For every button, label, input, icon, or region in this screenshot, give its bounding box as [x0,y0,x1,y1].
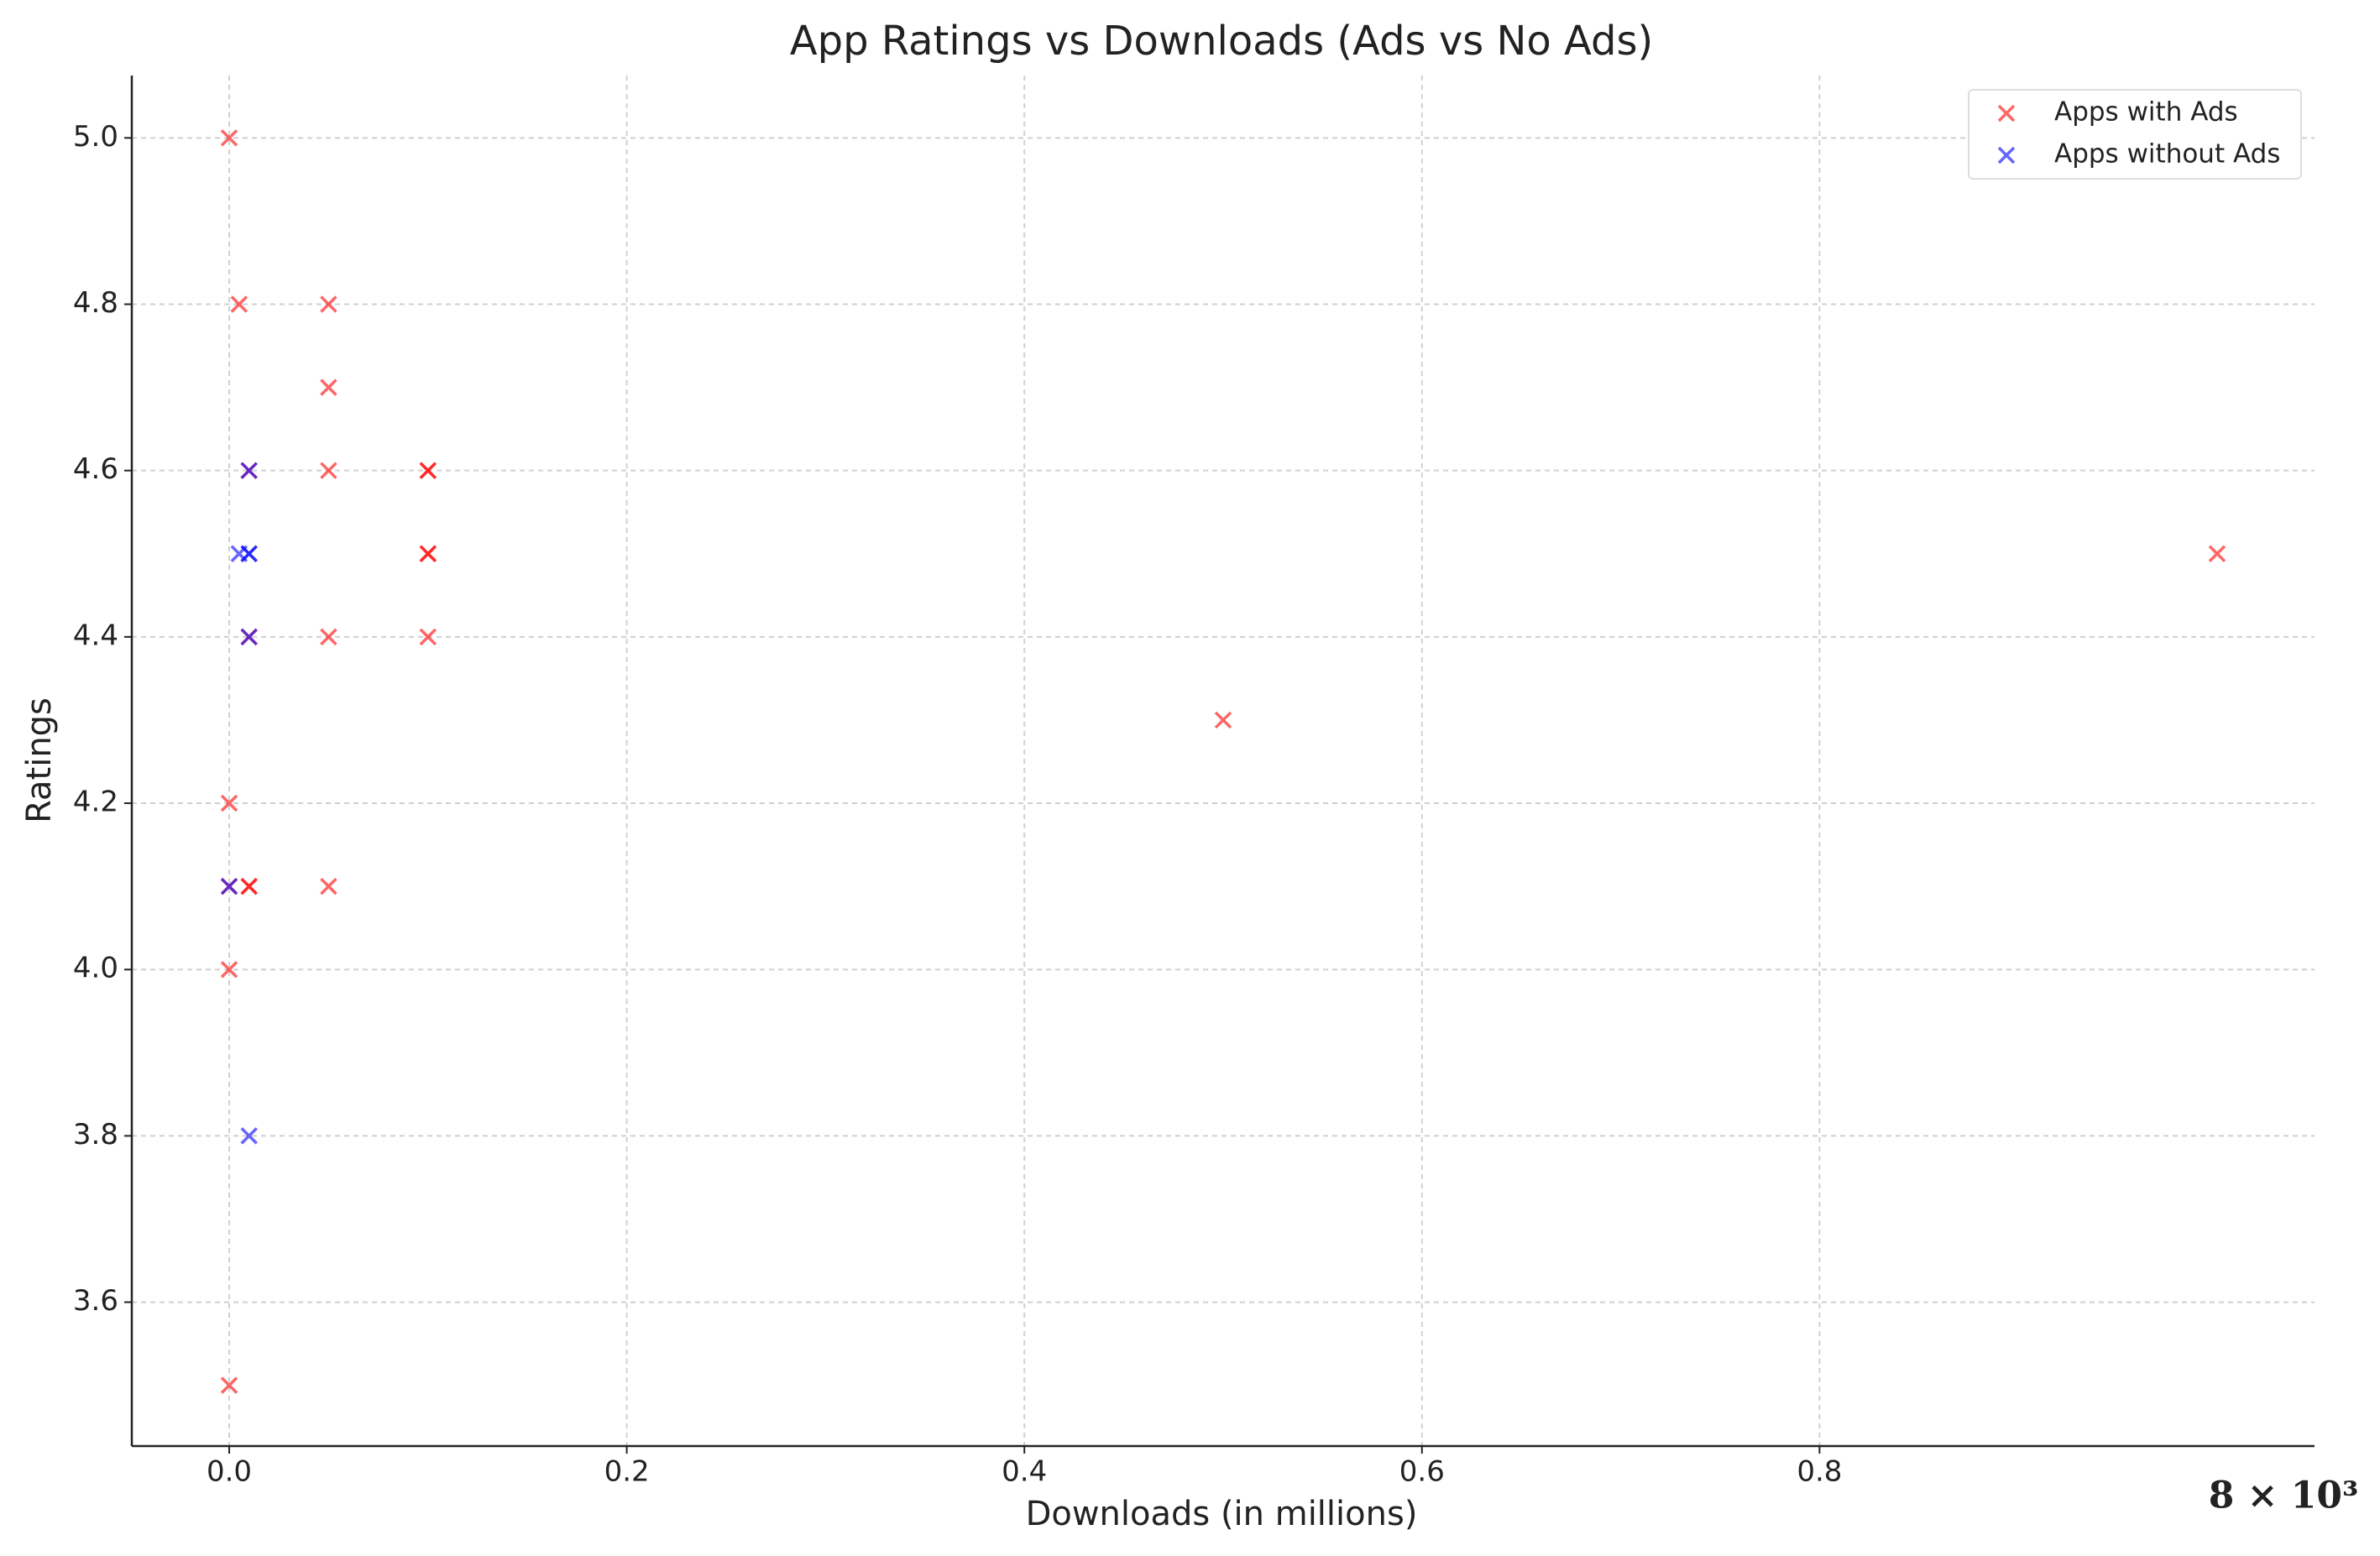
data-point [240,877,258,895]
x-tick-label: 0.6 [1399,1455,1445,1489]
y-tick-label: 4.6 [73,452,118,486]
data-point [240,545,258,563]
legend-marker [1997,146,2016,164]
data-point [240,628,258,646]
data-point [220,1376,238,1394]
legend-label: Apps without Ads [2054,139,2280,170]
data-point [320,379,337,396]
legend-label: Apps with Ads [2054,97,2238,128]
y-tick-label: 3.6 [73,1284,118,1318]
chart-title: App Ratings vs Downloads (Ads vs No Ads) [790,18,1653,65]
data-point [320,877,337,895]
x-tick-label: 0.8 [1797,1455,1842,1489]
data-point [2208,545,2226,563]
legend-box [1968,89,2302,180]
data-point [220,794,238,812]
data-point [419,545,437,563]
x-tick-label: 0.0 [207,1455,252,1489]
y-tick-label: 5.0 [73,120,118,154]
annotation: 8 × 10³ [2209,1475,2359,1517]
data-point [320,462,337,479]
data-point [240,1127,258,1145]
data-point [230,295,248,313]
y-tick-label: 4.8 [73,286,118,320]
data-point [220,129,238,147]
y-tick-label: 3.8 [73,1118,118,1151]
data-point [419,628,437,646]
y-tick-label: 4.4 [73,619,118,652]
x-axis-label: Downloads (in millions) [1026,1495,1418,1533]
data-point [419,462,437,479]
y-tick-label: 4.0 [73,952,118,985]
data-point [220,877,238,895]
data-point [320,628,337,646]
y-tick-label: 4.2 [73,786,118,819]
data-point [1214,711,1232,729]
legend-marker [1997,104,2016,123]
x-tick-label: 0.4 [1002,1455,1047,1489]
x-tick-label: 0.2 [604,1455,650,1489]
data-point [320,295,337,313]
data-point [240,462,258,479]
data-point [220,960,238,979]
y-axis-label: Ratings [20,697,59,823]
